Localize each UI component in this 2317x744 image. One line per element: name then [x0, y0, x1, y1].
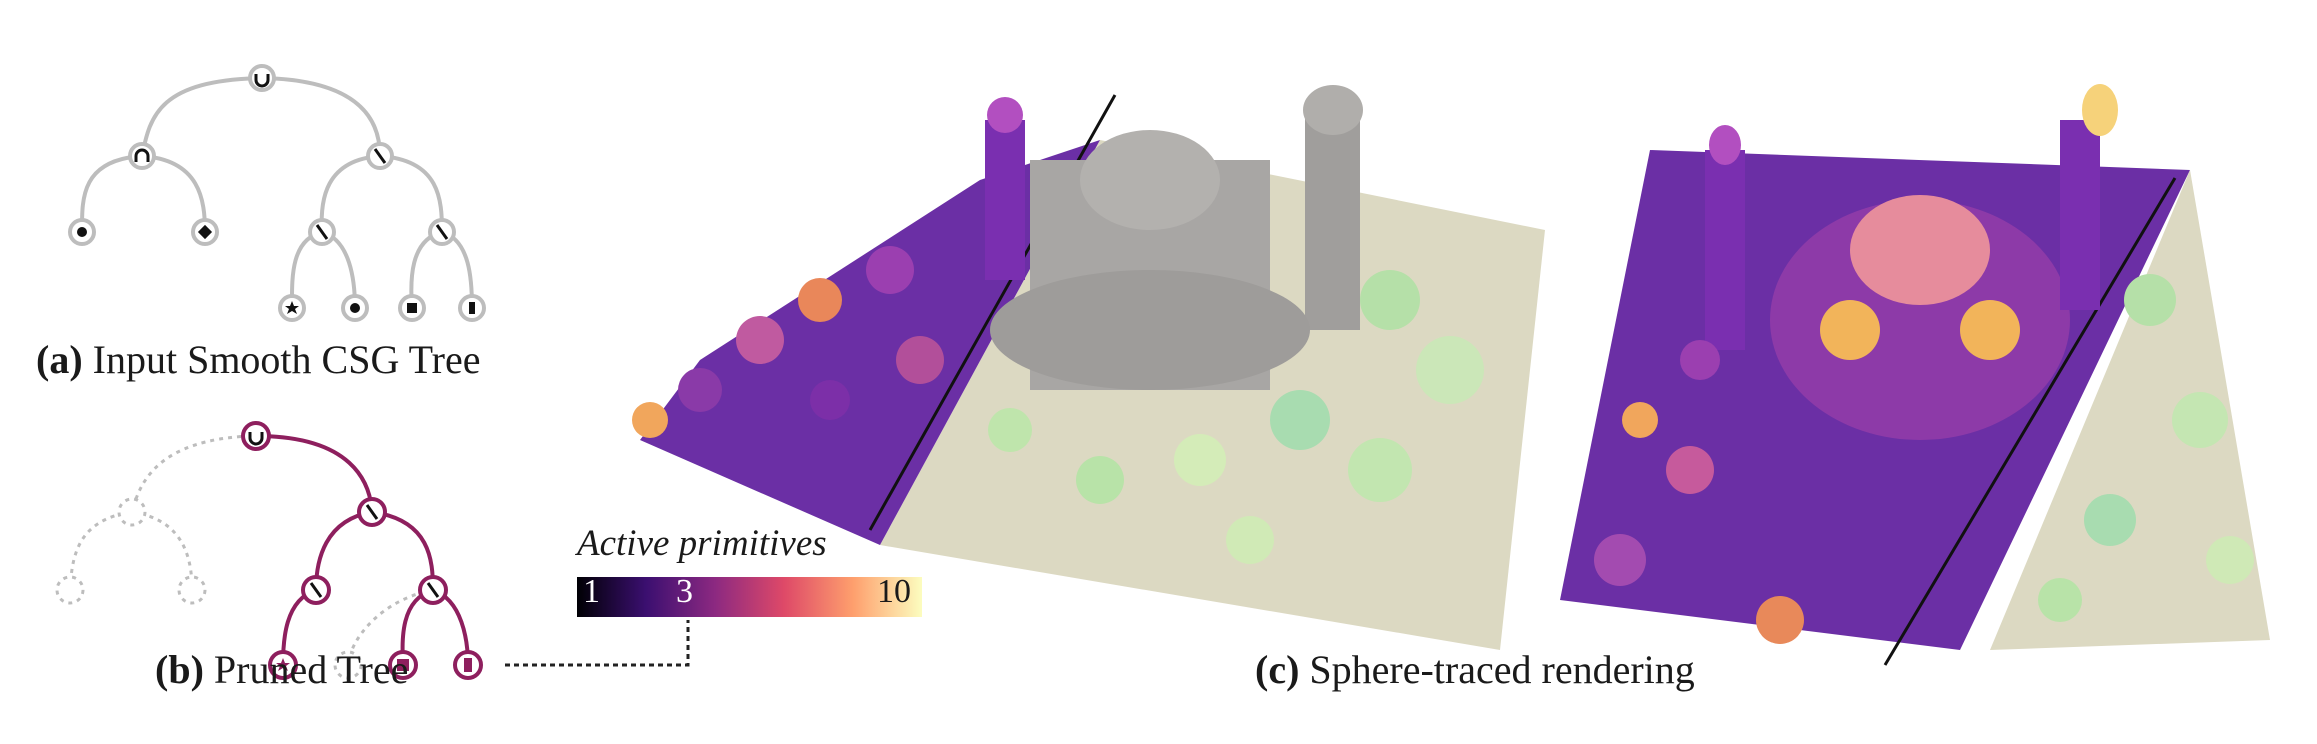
colorbar	[577, 577, 922, 617]
input-tree-glyphs	[77, 74, 475, 314]
caption-b-letter: (b)	[155, 647, 204, 692]
render-left-scene	[632, 85, 1545, 650]
union-icon	[241, 421, 271, 451]
caption-a: (a) Input Smooth CSG Tree	[36, 340, 481, 380]
legend-tick-10: 10	[877, 573, 911, 610]
ground-plate-gray-right	[1990, 170, 2270, 650]
pruned-tree-inactive	[55, 434, 434, 680]
legend-title: Active primitives	[577, 523, 827, 564]
caption-b-text: Pruned Tree	[213, 647, 409, 692]
pruned-tree-glyphs	[248, 432, 472, 672]
legend-tick-3: 3	[676, 573, 693, 610]
caption-c-text: Sphere-traced rendering	[1309, 647, 1695, 692]
pruned-tree-active	[241, 421, 483, 680]
caption-c-letter: (c)	[1255, 647, 1300, 692]
render-right-scene	[1560, 84, 2270, 666]
input-tree-nodes	[68, 64, 486, 322]
caption-a-text: Input Smooth CSG Tree	[92, 337, 481, 382]
caption-b: (b) Pruned Tree	[155, 650, 408, 690]
intersection-icon	[128, 142, 156, 170]
legend-connector	[505, 620, 690, 667]
caption-c: (c) Sphere-traced rendering	[1255, 650, 1695, 690]
caption-a-letter: (a)	[36, 337, 83, 382]
split-line-right	[1883, 177, 2177, 666]
input-csg-tree	[79, 76, 474, 309]
legend-tick-1: 1	[583, 573, 600, 610]
